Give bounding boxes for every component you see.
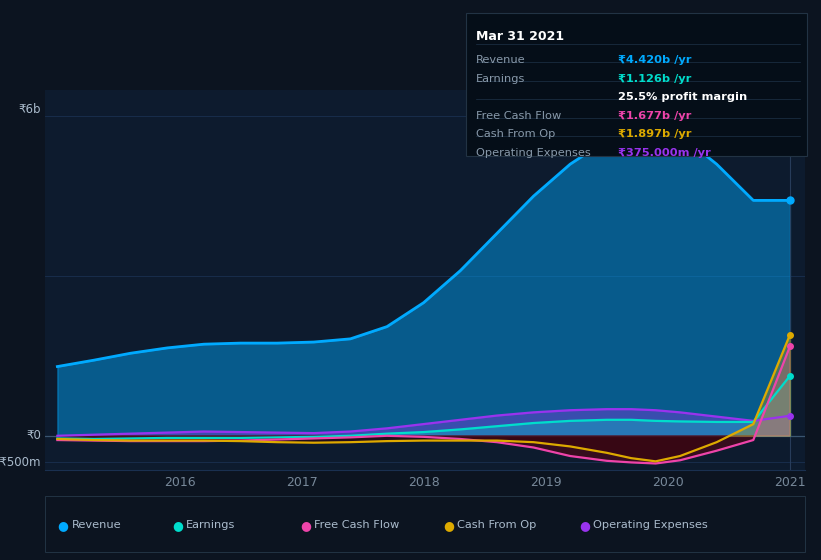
Text: Operating Expenses: Operating Expenses	[476, 148, 591, 158]
Text: Cash From Op: Cash From Op	[476, 129, 556, 139]
Text: ●: ●	[579, 519, 590, 532]
Text: ●: ●	[57, 519, 69, 532]
Text: Operating Expenses: Operating Expenses	[593, 520, 708, 530]
Text: Earnings: Earnings	[476, 74, 525, 84]
Text: Mar 31 2021: Mar 31 2021	[476, 30, 564, 43]
Text: ₹0: ₹0	[26, 430, 41, 442]
Text: Revenue: Revenue	[476, 55, 525, 66]
Text: Revenue: Revenue	[71, 520, 121, 530]
Text: 25.5% profit margin: 25.5% profit margin	[618, 92, 747, 102]
Text: ₹1.897b /yr: ₹1.897b /yr	[618, 129, 692, 139]
Text: Free Cash Flow: Free Cash Flow	[476, 111, 562, 121]
Text: -₹500m: -₹500m	[0, 456, 41, 469]
Text: Cash From Op: Cash From Op	[457, 520, 537, 530]
Text: Earnings: Earnings	[186, 520, 236, 530]
Text: ₹6b: ₹6b	[19, 103, 41, 116]
Text: ●: ●	[300, 519, 311, 532]
Text: ₹1.126b /yr: ₹1.126b /yr	[618, 74, 691, 84]
Text: ₹4.420b /yr: ₹4.420b /yr	[618, 55, 692, 66]
Text: ₹375.000m /yr: ₹375.000m /yr	[618, 148, 711, 158]
Text: ₹1.677b /yr: ₹1.677b /yr	[618, 111, 691, 121]
Text: Free Cash Flow: Free Cash Flow	[314, 520, 399, 530]
Text: ●: ●	[443, 519, 455, 532]
Text: ●: ●	[172, 519, 184, 532]
